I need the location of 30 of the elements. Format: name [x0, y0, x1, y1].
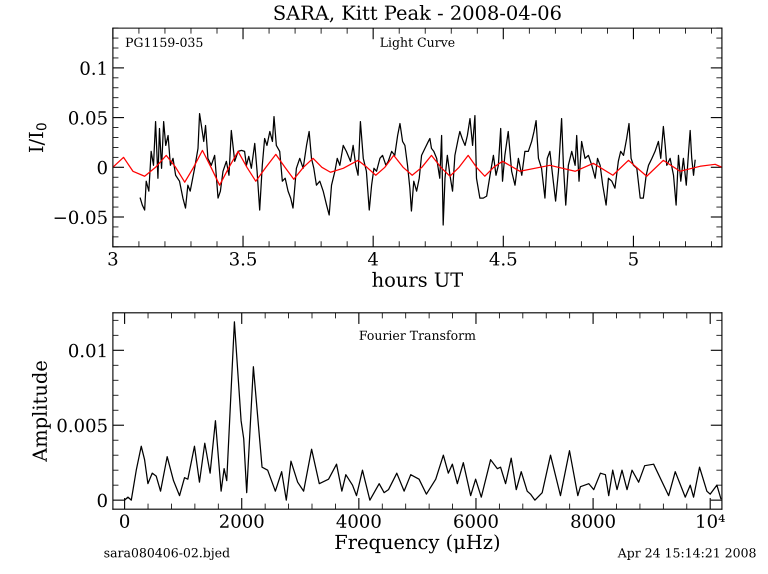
- y-axis-title: I/I$_{0}$: [28, 123, 46, 152]
- y-tick-label: 0.01: [69, 344, 106, 358]
- line-series: [112, 150, 722, 186]
- x-tick-label: 5: [629, 252, 638, 266]
- x-axis-title: hours UT: [372, 272, 463, 287]
- text: Apr 24 15:14:21 2008: [618, 548, 756, 560]
- y-tick-label: 0.1: [80, 61, 106, 76]
- y-tick-label: 0: [98, 160, 107, 174]
- chart-title: SARA, Kitt Peak - 2008-04-06: [274, 5, 561, 22]
- x-tick-label: 3: [108, 252, 118, 266]
- y-tick-label: 0.005: [58, 418, 107, 432]
- x-tick-label: 0: [120, 514, 130, 528]
- x-tick-label: 10⁴: [697, 514, 725, 528]
- x-tick-label: 3.5: [230, 252, 256, 266]
- x-tick-label: 6000: [454, 514, 498, 528]
- line-series: [140, 112, 696, 226]
- x-tick-label: 8000: [571, 514, 615, 528]
- y-tick-label: −0.05: [54, 210, 107, 224]
- x-tick-label: 4.5: [489, 252, 516, 266]
- annotation: Fourier Transform: [360, 330, 476, 340]
- y-axis-title: Amplitude: [32, 361, 51, 462]
- x-tick-label: 4: [368, 252, 378, 266]
- annotation: PG1159-035: [126, 38, 202, 48]
- x-tick-label: 2000: [220, 514, 264, 528]
- x-tick-label: 4000: [336, 514, 381, 528]
- x-axis-title: Frequency (μHz): [335, 534, 500, 554]
- text: sara080406-02.bjed: [104, 548, 230, 560]
- y-tick-label: 0.05: [69, 111, 107, 125]
- y-tick-label: 0: [98, 494, 107, 508]
- annotation: Light Curve: [380, 37, 454, 50]
